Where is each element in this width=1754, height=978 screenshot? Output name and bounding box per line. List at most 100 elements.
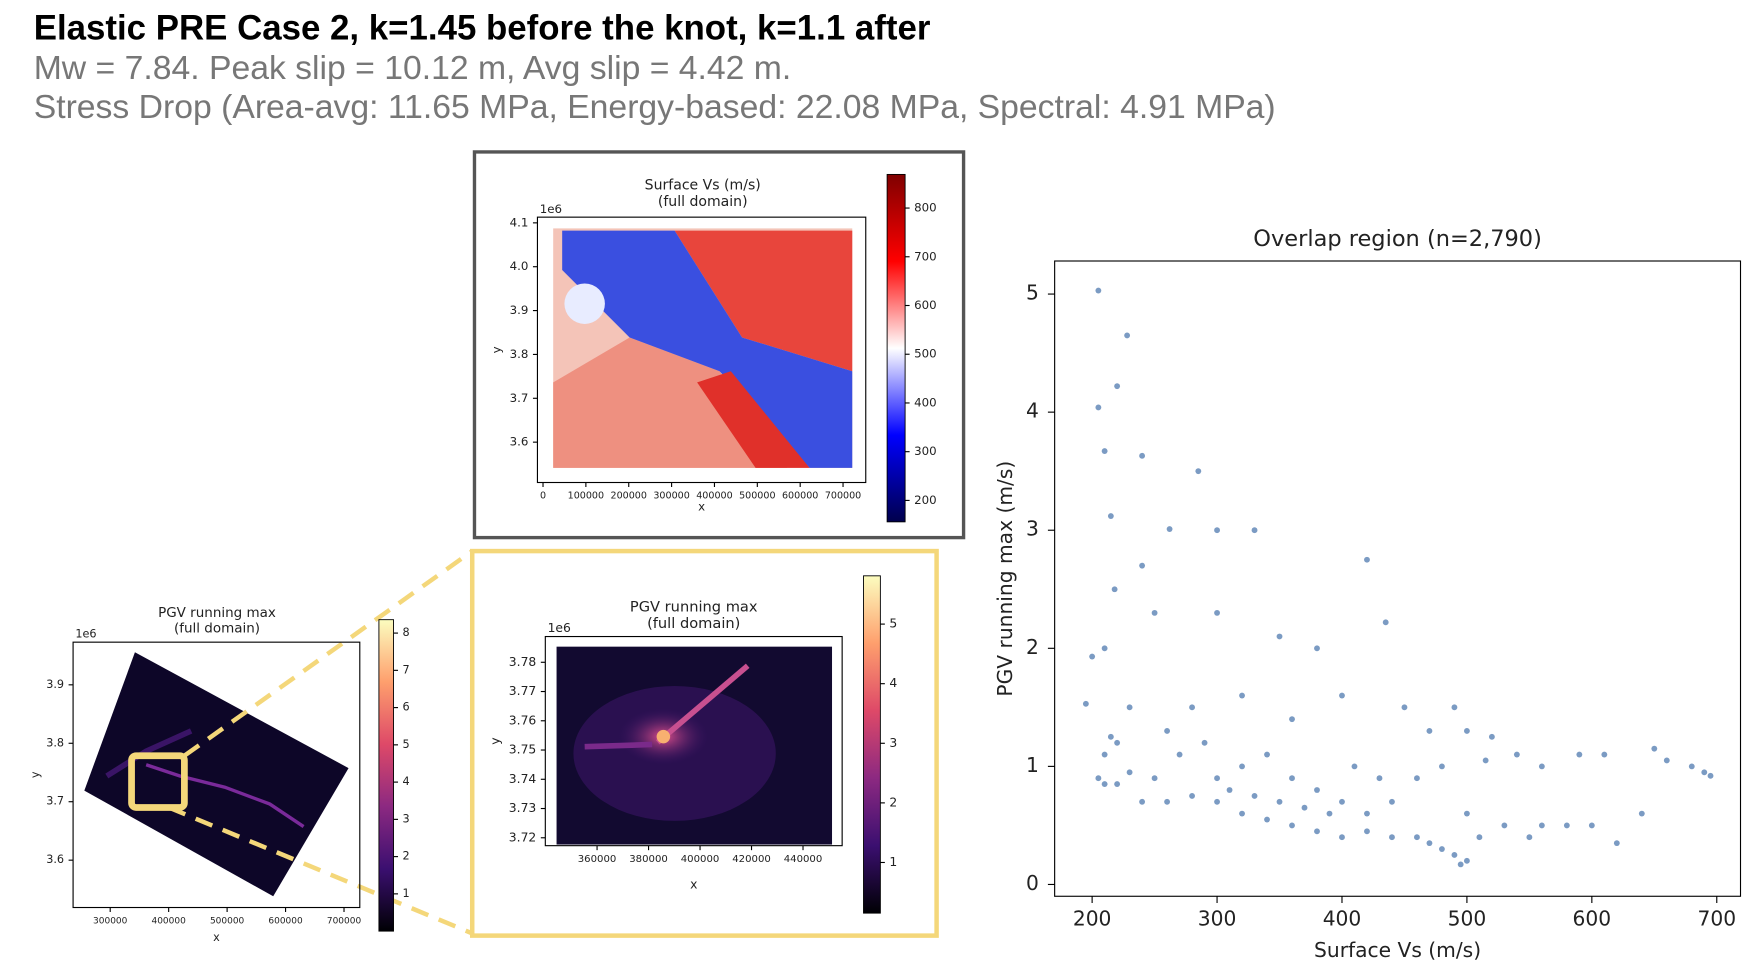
point [1176,751,1183,758]
point [1107,513,1114,519]
y-tick-label: 3 [1026,517,1039,541]
y-tick-label: 3.74 [509,772,537,786]
x-axis-label: x [213,931,220,944]
point [1151,775,1158,782]
y-tick-label: 1 [1026,753,1039,777]
point [1101,645,1108,652]
point [1463,728,1470,734]
point [1101,781,1108,788]
point [1613,840,1620,847]
x-tick-label: 420000 [732,854,771,865]
point [1095,775,1102,782]
x-axis-label: x [698,500,705,514]
map-streak [584,741,653,750]
chart-subtitle: (full domain) [647,615,740,632]
colorbar-tick-label: 200 [914,493,937,507]
y-tick-label: 4 [1026,399,1039,423]
panel-border [472,150,966,540]
colorbar-tick-label: 300 [914,444,937,458]
slide-subtitle: Stress Drop (Area-avg: 11.65 MPa, Energy… [34,88,1276,126]
point [1314,787,1320,793]
point [1339,692,1345,699]
x-tick-label: 600000 [782,490,818,501]
map-streak [145,763,305,828]
axes-frame [536,216,867,484]
point [1389,798,1395,805]
point [1189,704,1195,711]
point [1214,609,1220,616]
y-tick-label: 3.6 [510,435,529,449]
pgv-map-image [84,652,349,897]
colorbar-tick-label: 7 [403,663,410,676]
point [1276,633,1283,640]
point [1214,775,1220,782]
point [1339,798,1345,805]
colorbar [378,619,394,932]
point [1201,739,1208,746]
point [1226,787,1233,793]
x-tick-label: 400000 [152,917,187,927]
chart-title: Overlap region (n=2,790) [1253,226,1542,252]
point [1289,775,1295,782]
point [1688,763,1695,770]
zoom-border [469,548,939,938]
x-tick-label: 600 [1573,906,1612,930]
y-tick-label: 3.8 [46,736,64,749]
point [1414,775,1420,782]
point [1382,619,1389,626]
point [1457,861,1464,868]
y-tick-label: 3.6 [46,853,64,866]
point [1439,763,1445,770]
map-streak [105,728,193,779]
y-axis-label: PGV running max (m/s) [993,461,1017,697]
point [1239,763,1245,770]
point [1139,452,1146,459]
colorbar-tick-label: 4 [889,676,897,690]
point [1451,704,1458,711]
x-tick-label: 600000 [268,917,303,927]
point [1101,448,1108,455]
pgv-zoom-image [556,646,833,845]
x-tick-label: 300000 [93,917,128,927]
axes-frame [72,641,361,909]
x-tick-label: 380000 [629,854,668,865]
point [1276,798,1283,805]
y-tick-label: 2 [1026,635,1039,659]
colorbar-tick-label: 500 [914,347,937,361]
y-tick-label: 3.7 [46,795,64,808]
y-tick-label: 3.76 [509,713,537,727]
zoom-line [183,549,474,758]
y-tick-label: 4.1 [510,215,529,229]
chart-subtitle: (full domain) [174,621,260,637]
point [1339,834,1345,841]
point [1264,816,1270,823]
point [1651,745,1658,752]
x-tick-label: 100000 [568,490,604,501]
x-tick-label: 400 [1323,906,1362,930]
point [1588,822,1595,829]
y-tick-label: 3.73 [509,801,537,815]
point [1476,834,1483,841]
map-region [564,283,605,324]
x-axis-label: x [690,878,697,892]
point [1526,834,1533,841]
point [1095,404,1102,411]
y-axis-label: y [488,737,502,744]
point [1239,692,1245,699]
point [1151,609,1158,616]
x-tick-label: 0 [540,490,546,501]
point [1124,332,1131,339]
y-offset: 1e6 [548,621,571,635]
point [1707,772,1714,779]
y-tick-label: 0 [1026,871,1039,895]
point [1189,792,1195,799]
point [1426,840,1433,847]
map-glow [656,729,671,744]
y-tick-label: 4.0 [510,259,529,273]
point [1264,751,1270,758]
point [1239,810,1245,817]
point [1082,700,1089,707]
point [1576,751,1583,758]
